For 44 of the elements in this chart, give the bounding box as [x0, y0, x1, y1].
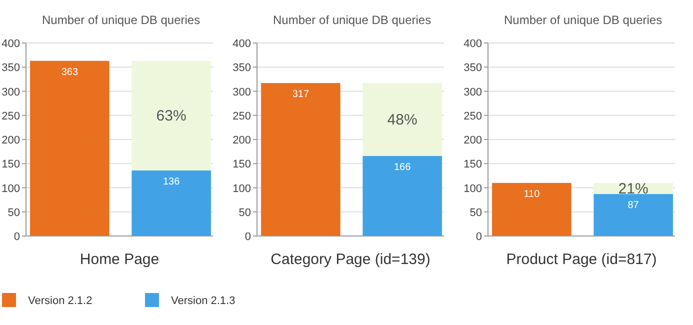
y-tick-label: 100	[464, 182, 482, 195]
y-tick-label: 150	[464, 158, 482, 171]
y-tick-label: 0	[476, 231, 482, 243]
legend-label: Version 2.1.3	[171, 295, 236, 307]
y-tick-label: 50	[470, 206, 482, 219]
y-tick-label: 150	[2, 158, 20, 171]
data-label: 363	[61, 66, 78, 78]
y-tick-label: 100	[2, 182, 20, 195]
data-label: 136	[162, 176, 180, 188]
x-axis-title: Product Page (id=817)	[506, 251, 657, 268]
y-tick-label: 300	[232, 86, 251, 98]
y-tick-label: 200	[2, 134, 20, 146]
annotation: 21%	[618, 180, 648, 198]
annotation: 48%	[387, 111, 418, 128]
y-tick-label: 0	[244, 231, 251, 243]
y-axis-title: Number of unique DB queries	[273, 13, 432, 27]
y-tick-label: 150	[232, 158, 251, 171]
y-tick-label: 400	[2, 38, 20, 50]
y-tick-label: 400	[464, 38, 482, 50]
data-label: 87	[628, 200, 640, 212]
y-tick-label: 300	[2, 86, 20, 98]
annotation: 63%	[156, 108, 186, 125]
y-tick-label: 400	[232, 38, 251, 50]
x-axis-title: Home Page	[80, 251, 160, 268]
y-tick-label: 50	[238, 206, 251, 219]
y-tick-label: 250	[232, 110, 251, 122]
data-label: 110	[524, 188, 540, 200]
y-tick-label: 250	[2, 110, 20, 122]
y-tick-label: 200	[232, 134, 251, 146]
data-label: 166	[394, 162, 412, 173]
y-tick-label: 50	[8, 206, 20, 219]
data-label: 317	[292, 89, 310, 100]
legend-label: Version 2.1.2	[28, 295, 92, 307]
y-tick-label: 250	[464, 110, 482, 122]
y-tick-label: 0	[14, 231, 20, 243]
y-tick-label: 350	[464, 62, 482, 74]
y-tick-label: 100	[232, 182, 251, 195]
y-axis-title: Number of unique DB queries	[42, 13, 200, 27]
x-axis-title: Category Page (id=139)	[270, 251, 430, 268]
y-axis-title: Number of unique DB queries	[504, 13, 662, 27]
y-tick-label: 200	[464, 134, 482, 146]
y-tick-label: 350	[2, 62, 20, 74]
y-tick-label: 350	[232, 62, 251, 74]
y-tick-label: 300	[464, 86, 482, 98]
